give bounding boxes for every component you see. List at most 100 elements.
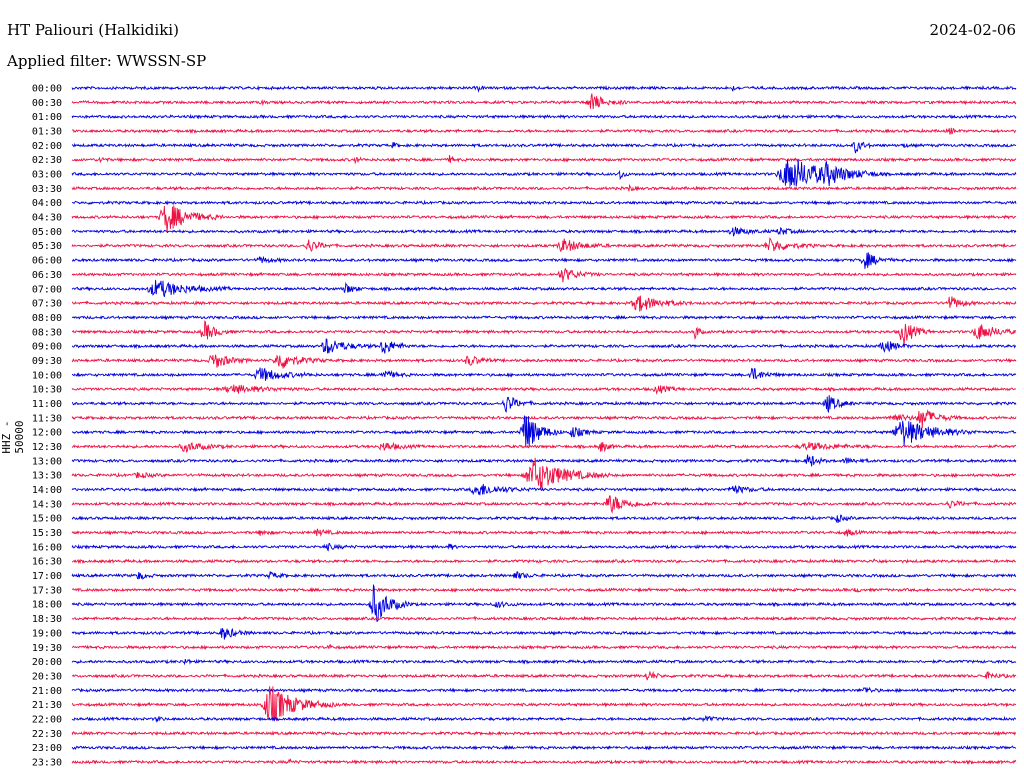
time-label: 11:30 bbox=[32, 413, 62, 424]
trace-1900 bbox=[71, 628, 1017, 640]
trace-0200 bbox=[71, 141, 1017, 154]
trace-0630 bbox=[71, 267, 1017, 283]
time-label: 17:30 bbox=[32, 585, 62, 596]
time-label: 14:30 bbox=[32, 499, 62, 510]
time-label: 22:00 bbox=[32, 714, 62, 725]
time-label: 19:00 bbox=[32, 628, 62, 639]
trace-1730 bbox=[71, 586, 1017, 593]
time-label: 13:30 bbox=[32, 471, 62, 482]
time-label: 05:00 bbox=[32, 227, 62, 238]
trace-1330 bbox=[71, 457, 1017, 490]
time-label: 15:30 bbox=[32, 528, 62, 539]
trace-2000 bbox=[71, 658, 1017, 666]
trace-1030 bbox=[71, 384, 1017, 395]
station-title: HT Paliouri (Halkidiki) bbox=[7, 21, 179, 39]
time-label: 10:00 bbox=[32, 370, 62, 381]
trace-0900 bbox=[71, 338, 1017, 354]
time-label: 12:30 bbox=[32, 442, 62, 453]
trace-0930 bbox=[71, 354, 1017, 369]
time-label: 08:30 bbox=[32, 327, 62, 338]
trace-1530 bbox=[71, 528, 1017, 537]
time-label: 21:30 bbox=[32, 700, 62, 711]
time-label: 05:30 bbox=[32, 241, 62, 252]
trace-2230 bbox=[71, 730, 1017, 737]
trace-1300 bbox=[71, 454, 1017, 467]
trace-0130 bbox=[71, 127, 1017, 135]
trace-1700 bbox=[71, 571, 1017, 580]
time-label: 07:30 bbox=[32, 299, 62, 310]
trace-1000 bbox=[71, 367, 1017, 381]
trace-2300 bbox=[71, 744, 1017, 751]
trace-0700 bbox=[71, 279, 1017, 297]
time-label: 16:30 bbox=[32, 557, 62, 568]
trace-0730 bbox=[71, 295, 1017, 312]
time-label: 00:00 bbox=[32, 84, 62, 95]
trace-2030 bbox=[71, 671, 1017, 681]
trace-1830 bbox=[71, 615, 1017, 622]
trace-2200 bbox=[71, 714, 1017, 723]
time-label: 19:30 bbox=[32, 643, 62, 654]
filter-label: Applied filter: WWSSN-SP bbox=[7, 52, 207, 70]
trace-0000 bbox=[71, 84, 1017, 93]
trace-1200 bbox=[71, 415, 1017, 448]
time-label: 17:00 bbox=[32, 571, 62, 582]
time-label: 04:00 bbox=[32, 198, 62, 209]
time-label: 12:00 bbox=[32, 428, 62, 439]
trace-2130 bbox=[71, 686, 1017, 722]
time-label: 07:00 bbox=[32, 284, 62, 295]
time-label: 20:30 bbox=[32, 671, 62, 682]
trace-1930 bbox=[71, 643, 1017, 651]
trace-0030 bbox=[71, 93, 1017, 110]
time-label: 20:00 bbox=[32, 657, 62, 668]
time-label: 09:00 bbox=[32, 342, 62, 353]
time-label: 14:00 bbox=[32, 485, 62, 496]
time-label: 06:00 bbox=[32, 256, 62, 267]
time-label: 18:00 bbox=[32, 600, 62, 611]
trace-1100 bbox=[71, 395, 1017, 414]
time-label: 01:00 bbox=[32, 112, 62, 123]
time-label: 02:00 bbox=[32, 141, 62, 152]
time-label: 23:30 bbox=[32, 757, 62, 768]
time-label: 03:00 bbox=[32, 170, 62, 181]
trace-1500 bbox=[71, 514, 1017, 524]
trace-0300 bbox=[71, 159, 1017, 187]
date-label: 2024-02-06 bbox=[929, 21, 1016, 39]
time-label: 08:00 bbox=[32, 313, 62, 324]
trace-0500 bbox=[71, 226, 1017, 237]
trace-1130 bbox=[71, 409, 1017, 429]
trace-1630 bbox=[71, 558, 1017, 565]
trace-0830 bbox=[71, 320, 1017, 345]
trace-0330 bbox=[71, 183, 1017, 192]
time-label: 00:30 bbox=[32, 98, 62, 109]
trace-0400 bbox=[71, 199, 1017, 206]
time-label: 11:00 bbox=[32, 399, 62, 410]
trace-1800 bbox=[71, 583, 1017, 622]
time-label: 10:30 bbox=[32, 385, 62, 396]
trace-1400 bbox=[71, 483, 1016, 496]
time-label: 23:00 bbox=[32, 743, 62, 754]
time-label: 09:30 bbox=[32, 356, 62, 367]
trace-0800 bbox=[71, 314, 1017, 321]
trace-1430 bbox=[71, 495, 1017, 514]
trace-0600 bbox=[72, 252, 1017, 269]
time-label: 01:30 bbox=[32, 127, 62, 138]
time-label: 03:30 bbox=[32, 184, 62, 195]
time-label: 21:00 bbox=[32, 686, 62, 697]
time-label: 02:30 bbox=[32, 155, 62, 166]
trace-0530 bbox=[71, 237, 1017, 253]
trace-2330 bbox=[71, 758, 1017, 765]
time-label: 16:00 bbox=[32, 542, 62, 553]
time-label: 13:00 bbox=[32, 456, 62, 467]
time-label: 04:30 bbox=[32, 213, 62, 224]
trace-2100 bbox=[71, 686, 1016, 694]
trace-0230 bbox=[71, 155, 1017, 165]
y-axis-label: HHZ - 50000 bbox=[0, 420, 26, 454]
trace-0430 bbox=[71, 205, 1017, 233]
time-label: 22:30 bbox=[32, 729, 62, 740]
time-label: 15:00 bbox=[32, 514, 62, 525]
time-label: 06:30 bbox=[32, 270, 62, 281]
trace-1230 bbox=[71, 441, 1017, 453]
trace-0100 bbox=[71, 113, 1017, 120]
trace-1600 bbox=[71, 542, 1017, 552]
